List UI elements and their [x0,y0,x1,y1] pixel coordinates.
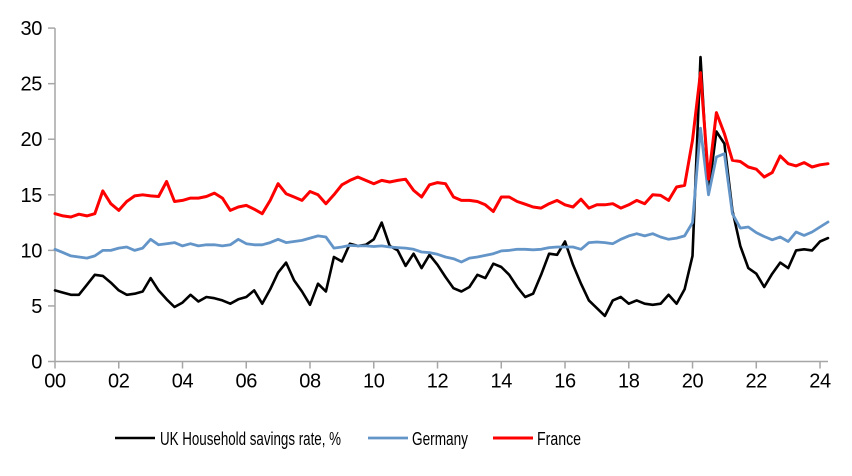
x-tick-label: 18 [618,371,640,393]
series-line-1 [53,126,830,264]
y-tick-label: 20 [21,129,43,151]
x-tick-label: 02 [108,371,130,393]
x-tick-label: 06 [236,371,258,393]
x-tick-label: 16 [554,371,576,393]
y-tick-label: 10 [21,240,43,262]
axes: 0 5 10 15 20 25 30 00 02 04 06 08 10 12 14 16 18 20 22 24 [21,18,832,393]
x-tick-label: 20 [682,371,704,393]
series-line-0 [53,55,830,318]
x-tick-label: 22 [746,371,768,393]
series-lines [53,55,830,318]
x-tick-label: 14 [491,371,513,393]
legend-label-2: France [537,429,581,449]
x-tick-label: 10 [363,371,385,393]
legend-label-0: UK Household savings rate, % [160,429,341,449]
y-tick-label: 15 [21,185,43,207]
y-tick-label: 5 [31,296,42,318]
x-tick-label: 04 [172,371,194,393]
x-tick-label: 12 [427,371,449,393]
series-line-2 [53,71,830,219]
y-tick-label: 30 [21,18,43,40]
x-tick-label: 24 [809,371,831,393]
x-tick-label: 00 [44,371,66,393]
y-tick-label: 0 [31,352,42,374]
legend-label-1: Germany [412,429,468,449]
legend: UK Household savings rate, % Germany Franc… [115,429,581,449]
x-tick-label: 08 [299,371,321,393]
y-tick-label: 25 [21,74,43,96]
